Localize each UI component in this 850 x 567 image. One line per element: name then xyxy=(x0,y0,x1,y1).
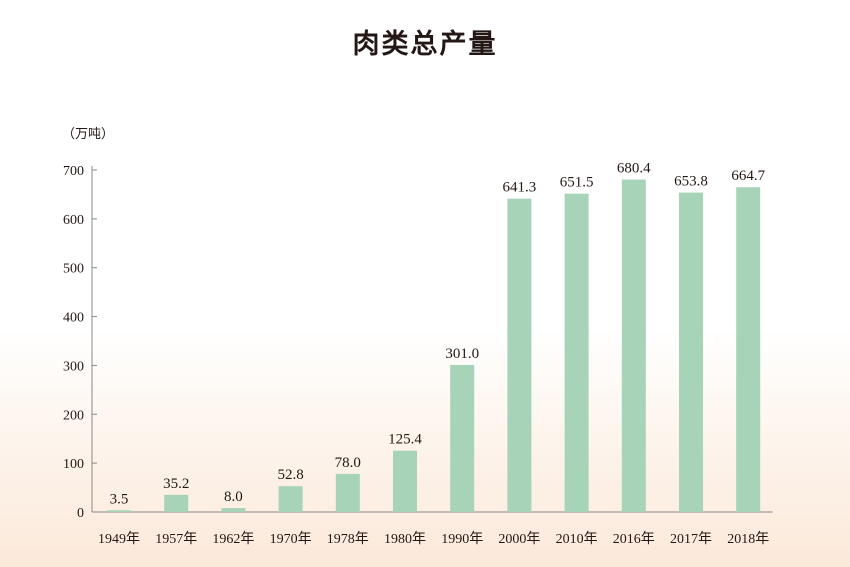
x-tick-label: 1949年 xyxy=(98,531,140,547)
bar xyxy=(679,192,703,512)
chart-title: 肉类总产量 xyxy=(352,29,498,60)
x-tick-label: 2010年 xyxy=(556,531,598,547)
bar xyxy=(507,198,532,512)
bar-value-label: 3.5 xyxy=(110,491,129,507)
y-tick-label: 0 xyxy=(77,506,84,521)
bar-value-label: 35.2 xyxy=(163,476,189,492)
bar xyxy=(278,486,303,512)
bar-value-label: 301.0 xyxy=(445,346,479,362)
x-tick-label: 2000年 xyxy=(498,531,540,547)
x-tick-labels: 1949年 1957年 1962年 1970年 1978年 1980年 1990年 2000年… xyxy=(98,531,769,547)
x-tick-label: 1957年 xyxy=(155,531,197,547)
bar xyxy=(736,187,761,512)
bar xyxy=(221,508,246,512)
bar-value-label: 52.8 xyxy=(277,467,303,483)
y-tick-label: 100 xyxy=(63,457,84,472)
x-tick-label: 2016年 xyxy=(613,531,655,547)
bars xyxy=(107,179,761,513)
bar-value-label: 125.4 xyxy=(388,432,422,448)
bar-value-label: 641.3 xyxy=(503,180,537,196)
bar-value-label: 653.8 xyxy=(674,174,708,190)
y-tick-labels: 0 100 200 300 400 500 600 700 xyxy=(63,164,84,521)
x-tick-label: 2017年 xyxy=(670,531,712,547)
bar xyxy=(564,193,589,512)
x-tick-label: 1990年 xyxy=(441,531,483,547)
x-tick-label: 1980年 xyxy=(384,531,426,547)
axes xyxy=(91,166,773,513)
bar xyxy=(621,179,646,513)
bar xyxy=(164,494,189,512)
y-tick-label: 600 xyxy=(63,213,84,228)
bar xyxy=(107,510,131,512)
y-tick-label: 200 xyxy=(63,408,84,423)
y-tick-label: 700 xyxy=(63,164,84,179)
x-tick-label: 1962年 xyxy=(212,531,254,547)
bar-value-label: 8.0 xyxy=(224,489,243,505)
x-tick-label: 1970年 xyxy=(270,531,312,547)
y-axis-unit-label: （万吨） xyxy=(62,127,115,142)
bar xyxy=(335,473,360,512)
bar-value-label: 651.5 xyxy=(560,175,594,191)
y-tick-label: 500 xyxy=(63,262,84,277)
bar-value-label: 664.7 xyxy=(731,168,765,184)
x-tick-label: 1978年 xyxy=(327,531,369,547)
bar xyxy=(450,364,475,512)
y-tick-label: 400 xyxy=(63,311,84,326)
bar-value-label: 680.4 xyxy=(617,161,651,177)
bar-value-label: 78.0 xyxy=(335,455,361,471)
y-tick-label: 300 xyxy=(63,359,84,374)
value-labels: 3.5 35.2 8.0 52.8 78.0 125.4 301.0 641.3 651.5 68… xyxy=(110,161,766,508)
bar xyxy=(393,450,417,512)
x-tick-label: 2018年 xyxy=(727,531,769,547)
